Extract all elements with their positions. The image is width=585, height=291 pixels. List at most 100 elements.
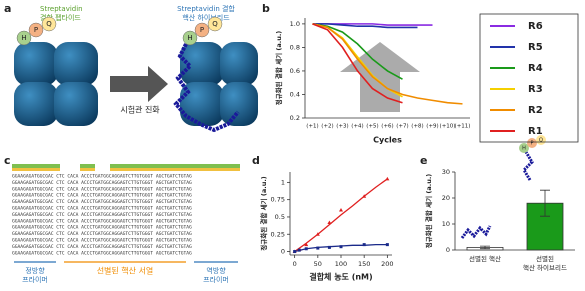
legend-label: R3: [528, 84, 543, 95]
y-tick-label: 0.8: [290, 43, 300, 51]
x-tick-label: (+8): [411, 124, 423, 130]
sequence: GGAAGAGATGGCGAC CTC CACA ACCCTGATGGCAGGA…: [12, 193, 192, 199]
series-line: [312, 23, 463, 105]
residue: P: [530, 141, 533, 147]
y-tick-label: 1.0: [290, 20, 300, 28]
nucleic-acid: [173, 43, 240, 133]
sequence: GGAAGAGATGGCGAC CTC CACA ACCCTGATGGCAGGA…: [12, 218, 192, 224]
alignment-header: [12, 164, 240, 171]
label: 프라이머: [22, 275, 48, 284]
y-tick-label: 30: [442, 168, 450, 176]
y-tick-label: 0.5: [275, 213, 285, 221]
x-tick-label: (+5): [366, 124, 378, 130]
point: [293, 250, 297, 254]
sequence: GGAAGAGATGGCGAC CTC CACA ACCCTGATGGCAGGA…: [12, 231, 192, 237]
label: Streptavidin 결합: [177, 4, 235, 13]
sequence: GGAAGAGATGGCGAC CTC CACA ACCCTGATGGCAGGA…: [12, 206, 192, 212]
point: [339, 208, 343, 212]
legend-label: R4: [528, 63, 543, 74]
label: Streptavidin: [40, 5, 83, 13]
x-tick-label: (+2): [321, 124, 333, 130]
point: [327, 245, 331, 249]
x-tick-label: (+1): [306, 124, 318, 130]
y-tick-label: 10: [442, 220, 450, 228]
legend-box: [479, 13, 579, 143]
x-tick-label: (+11): [455, 124, 471, 130]
sequence: GGAAGAGATGGCGAC CTC CACA ACCCTGATGGCAGGA…: [12, 244, 192, 250]
x-tick-label: (+4): [351, 124, 363, 130]
x-tick-label: 100: [335, 260, 347, 268]
sequence: GGAAGAGATGGCGAC CTC CACA ACCCTGATGGCAGGA…: [12, 238, 192, 244]
y-axis-label: 정규화된 결합 세기 (a.u.): [274, 31, 283, 106]
y-tick-label: 0.4: [290, 90, 300, 98]
x-tick-label: (+7): [396, 124, 408, 130]
error-bar: [540, 189, 550, 217]
point: [327, 220, 332, 224]
y-tick-label: 20: [442, 194, 450, 202]
x-tick-label: 핵산 하이브리드: [523, 263, 567, 272]
x-tick-label: 150: [358, 260, 370, 268]
sequence: GGAAGAGATGGCGAC CTC CACA ACCCTGATGGCAGGA…: [12, 186, 192, 192]
peptide: H P Q: [519, 135, 546, 153]
label: 정방향: [25, 266, 45, 275]
streptavidin: [180, 42, 258, 126]
residue: H: [522, 146, 526, 152]
streptavidin: [14, 42, 98, 126]
legend-label: R1: [528, 126, 543, 137]
series-line: [312, 23, 403, 80]
x-tick-label: (+9): [426, 124, 438, 130]
x-axis-label: 결합체 농도 (nM): [309, 272, 372, 282]
legend-label: R6: [528, 21, 543, 32]
label: 역방향: [206, 266, 226, 275]
panel-label: e: [420, 154, 427, 167]
x-tick-label: (+3): [336, 124, 348, 130]
y-tick-label: 0.6: [290, 67, 300, 75]
sequence: GGAAGAGATGGCGAC CTC CACA ACCCTGATGGCAGGA…: [12, 225, 192, 231]
residue: Q: [539, 138, 543, 144]
point: [304, 247, 308, 251]
x-axis-label: Cycles: [373, 136, 402, 145]
nucleic-acid: [522, 151, 534, 181]
residue: Q: [212, 20, 218, 28]
panel-label: c: [4, 154, 11, 167]
legend-label: R2: [528, 105, 543, 116]
residue: P: [200, 26, 204, 34]
x-tick-label: 선별된 핵산: [469, 254, 501, 263]
sequence: GGAAGAGATGGCGAC CTC CACA ACCCTGATGGCAGGA…: [12, 212, 192, 218]
y-tick-label: 0.25: [271, 230, 285, 238]
x-tick-label: (+10): [440, 124, 456, 130]
point: [304, 242, 309, 247]
y-tick-label: 0: [281, 248, 285, 256]
x-tick-label: (+6): [381, 124, 393, 130]
arrow: [110, 66, 168, 102]
panel-label: a: [4, 2, 11, 15]
sequence: GGAAGAGATGGCGAC CTC CACA ACCCTGATGGCAGGA…: [12, 174, 192, 180]
point: [362, 243, 366, 247]
sequence: GGAAGAGATGGCGAC CTC CACA ACCCTGATGGCAGGA…: [12, 180, 192, 186]
point: [385, 243, 389, 247]
series-line: [312, 23, 403, 104]
panel-label: d: [252, 154, 260, 167]
nucleic-acid: [460, 225, 492, 239]
point: [385, 176, 390, 181]
panel-label: b: [262, 2, 270, 15]
sequence: GGAAGAGATGGCGAC CTC CACA ACCCTGATGGCAGGA…: [12, 199, 192, 205]
label: 결합 펩타이드: [40, 13, 81, 22]
legend-label: R5: [528, 42, 543, 53]
series-line: [312, 23, 418, 29]
peptide: H P Q: [182, 16, 223, 46]
point: [315, 232, 320, 236]
point: [362, 194, 367, 198]
label: 시험관 진화: [120, 105, 160, 115]
y-tick-label: 0: [446, 246, 450, 254]
residue: P: [34, 26, 38, 34]
residue: H: [187, 34, 192, 42]
y-tick-label: 1: [281, 178, 285, 186]
x-tick-label: 선별된: [536, 254, 554, 263]
label: 핵산 하이브리드: [182, 13, 230, 22]
error-bar: [480, 245, 490, 250]
x-tick-label: 50: [314, 260, 322, 268]
point: [297, 248, 301, 252]
peptide: H P Q: [16, 16, 57, 46]
y-axis-label: 정규화된 결합 세기 (a.u.): [259, 176, 268, 251]
